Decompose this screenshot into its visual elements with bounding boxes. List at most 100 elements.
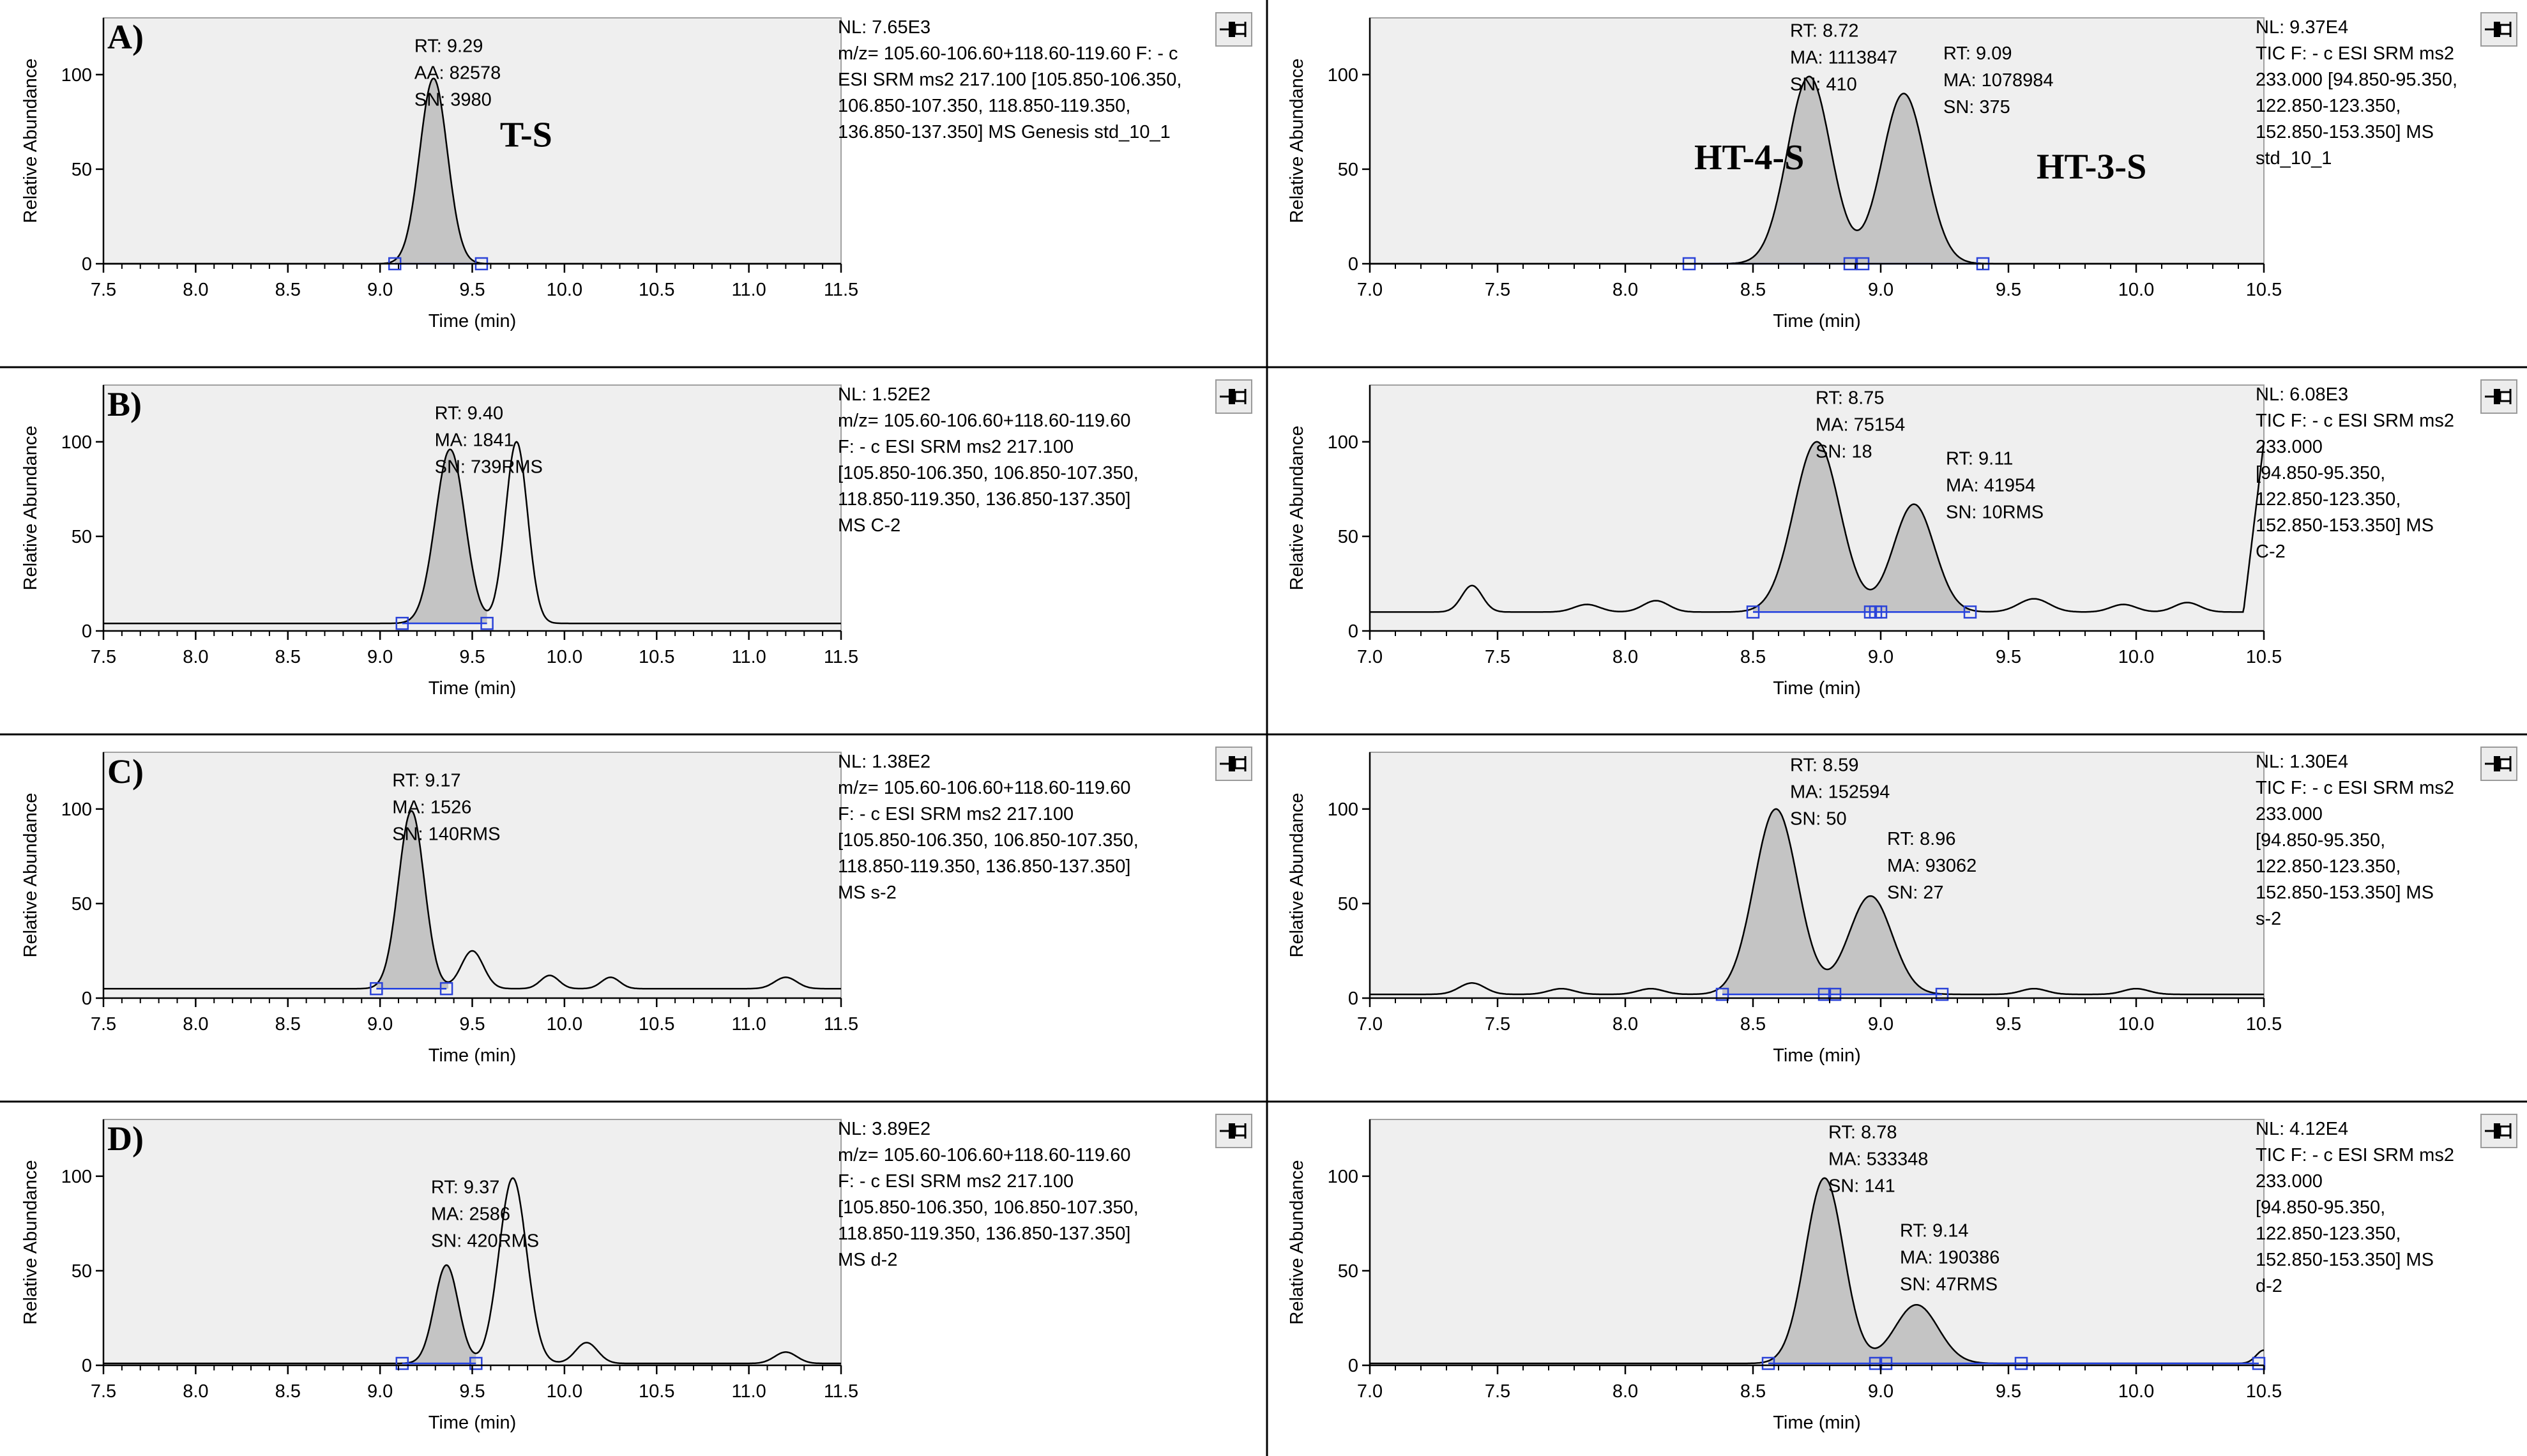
x-tick-label: 8.0 bbox=[1613, 1381, 1638, 1402]
x-tick-label: 8.5 bbox=[275, 1014, 301, 1035]
y-tick-label: 0 bbox=[1348, 989, 1358, 1009]
x-tick-label: 8.5 bbox=[275, 1381, 301, 1402]
peak-annotation: MA: 533348 bbox=[1828, 1149, 1928, 1170]
pin-icon[interactable] bbox=[2480, 1114, 2517, 1148]
pin-icon[interactable] bbox=[1215, 379, 1252, 414]
peak-boundary-marker bbox=[1817, 987, 1832, 1001]
y-axis-title: Relative Abundance bbox=[20, 426, 41, 591]
peak-boundary-marker bbox=[1746, 605, 1760, 619]
scan-info-line: s-2 bbox=[2256, 909, 2281, 929]
y-tick-label: 100 bbox=[1328, 432, 1358, 453]
peak-area bbox=[402, 1265, 476, 1363]
peak-annotation: RT: 9.17 bbox=[392, 770, 460, 791]
peak-annotation: SN: 739RMS bbox=[435, 457, 543, 477]
x-tick-label: 9.0 bbox=[367, 647, 393, 667]
x-axis-title: Time (min) bbox=[1773, 1045, 1860, 1066]
x-tick-label: 10.0 bbox=[2118, 1381, 2154, 1402]
x-tick-label: 10.5 bbox=[2246, 1381, 2282, 1402]
pin-icon[interactable] bbox=[1215, 12, 1252, 47]
y-axis-title: Relative Abundance bbox=[1287, 793, 1307, 958]
scan-info-line: NL: 4.12E4 bbox=[2256, 1119, 2348, 1139]
x-tick-label: 7.5 bbox=[91, 1014, 116, 1035]
y-axis-title: Relative Abundance bbox=[1287, 426, 1307, 591]
peak-boundary-marker bbox=[370, 982, 383, 996]
compound-label: HT-3-S bbox=[2037, 148, 2146, 187]
peak-boundary-marker bbox=[469, 1356, 483, 1370]
y-tick-label: 50 bbox=[1338, 160, 1358, 180]
peak-area bbox=[1830, 896, 1942, 995]
peak-annotation: RT: 8.78 bbox=[1828, 1123, 1897, 1143]
scan-info-line: m/z= 105.60-106.60+118.60-119.60 bbox=[838, 1145, 1130, 1165]
peak-boundary-marker bbox=[1874, 605, 1888, 619]
peak-area bbox=[395, 78, 482, 264]
x-tick-label: 9.5 bbox=[459, 647, 485, 667]
scan-info-line: [94.850-95.350, bbox=[2256, 1197, 2385, 1218]
y-tick-label: 50 bbox=[72, 527, 92, 547]
x-tick-label: 10.0 bbox=[2118, 280, 2154, 300]
peak-area bbox=[1768, 1178, 1881, 1363]
x-tick-label: 8.5 bbox=[1740, 647, 1766, 667]
scan-info-line: F: - c ESI SRM ms2 217.100 bbox=[838, 804, 1074, 824]
peak-annotation: MA: 1078984 bbox=[1943, 70, 2054, 91]
scan-info-line: NL: 6.08E3 bbox=[2256, 384, 2348, 405]
chromatogram-panel: 7.5 8.0 8.5 9.0 9.5 10.0 10.5 11.0 11.5 0 50 100 Tim… bbox=[20, 12, 1252, 331]
x-axis-title: Time (min) bbox=[1773, 678, 1860, 699]
peak-boundary-marker bbox=[1761, 1356, 1775, 1370]
peak-annotation: MA: 1526 bbox=[392, 797, 471, 817]
peak-boundary-marker bbox=[1879, 1356, 1893, 1370]
x-tick-label: 8.5 bbox=[1740, 280, 1766, 300]
scan-info-line: 233.000 bbox=[2256, 1171, 2323, 1192]
peak-annotation: SN: 3980 bbox=[414, 89, 492, 110]
peak-area bbox=[376, 810, 448, 989]
x-tick-label: 9.5 bbox=[459, 1381, 485, 1402]
peak-annotation: SN: 410 bbox=[1790, 75, 1857, 95]
peak-annotation: SN: 10RMS bbox=[1946, 502, 2044, 522]
y-tick-label: 100 bbox=[61, 800, 92, 820]
y-tick-label: 0 bbox=[1348, 254, 1358, 275]
scan-info-line: 122.850-123.350, bbox=[2256, 856, 2401, 877]
pin-icon[interactable] bbox=[1215, 1114, 1252, 1148]
scan-info-line: [105.850-106.350, 106.850-107.350, bbox=[838, 463, 1139, 483]
scan-info-line: MS C-2 bbox=[838, 515, 900, 536]
scan-info-line: NL: 3.89E2 bbox=[838, 1119, 930, 1139]
pin-icon[interactable] bbox=[2480, 12, 2517, 47]
scan-info-line: NL: 9.37E4 bbox=[2256, 17, 2348, 38]
pin-icon[interactable] bbox=[1215, 747, 1252, 781]
scan-info-line: TIC F: - c ESI SRM ms2 bbox=[2256, 411, 2454, 431]
peak-area bbox=[1722, 808, 1830, 995]
x-tick-label: 10.0 bbox=[547, 647, 582, 667]
pin-icon[interactable] bbox=[2480, 379, 2517, 414]
peak-boundary-marker bbox=[395, 616, 409, 630]
scan-info-line: MS s-2 bbox=[838, 883, 897, 903]
peak-annotation: SN: 140RMS bbox=[392, 824, 500, 844]
peak-annotation: SN: 27 bbox=[1887, 883, 1944, 903]
x-tick-label: 11.5 bbox=[824, 647, 858, 667]
scan-info-line: 122.850-123.350, bbox=[2256, 96, 2401, 116]
scan-info-line: TIC F: - c ESI SRM ms2 bbox=[2256, 1145, 2454, 1165]
compound-label: HT-4-S bbox=[1694, 138, 1804, 178]
plot-area bbox=[103, 1119, 842, 1366]
scan-info-line: [94.850-95.350, bbox=[2256, 463, 2385, 483]
chromatogram-panel: 7.0 7.5 8.0 8.5 9.0 9.5 10.0 10.5 0 50 100 Time (mi… bbox=[1287, 1114, 2517, 1433]
scan-info-line: 106.850-107.350, 118.850-119.350, bbox=[838, 96, 1131, 116]
peak-area bbox=[1753, 441, 1876, 612]
x-tick-label: 9.0 bbox=[1868, 1381, 1893, 1402]
y-tick-label: 100 bbox=[1328, 65, 1358, 86]
x-tick-label: 10.0 bbox=[547, 1381, 582, 1402]
x-tick-label: 8.0 bbox=[183, 1014, 208, 1035]
y-tick-label: 50 bbox=[72, 894, 92, 914]
peak-area bbox=[402, 449, 487, 624]
x-tick-label: 7.5 bbox=[1485, 1014, 1510, 1035]
peak-boundary-marker bbox=[439, 982, 453, 996]
x-tick-label: 10.5 bbox=[639, 280, 674, 300]
x-tick-label: 10.0 bbox=[2118, 1014, 2154, 1035]
panel-label: B) bbox=[107, 385, 142, 423]
y-tick-label: 50 bbox=[1338, 527, 1358, 547]
peak-annotation: AA: 82578 bbox=[414, 63, 501, 83]
pin-icon[interactable] bbox=[2480, 747, 2517, 781]
trace-line bbox=[1370, 808, 2264, 996]
x-tick-label: 10.5 bbox=[2246, 647, 2282, 667]
peak-area bbox=[1855, 93, 1983, 264]
x-tick-label: 7.5 bbox=[1485, 1381, 1510, 1402]
